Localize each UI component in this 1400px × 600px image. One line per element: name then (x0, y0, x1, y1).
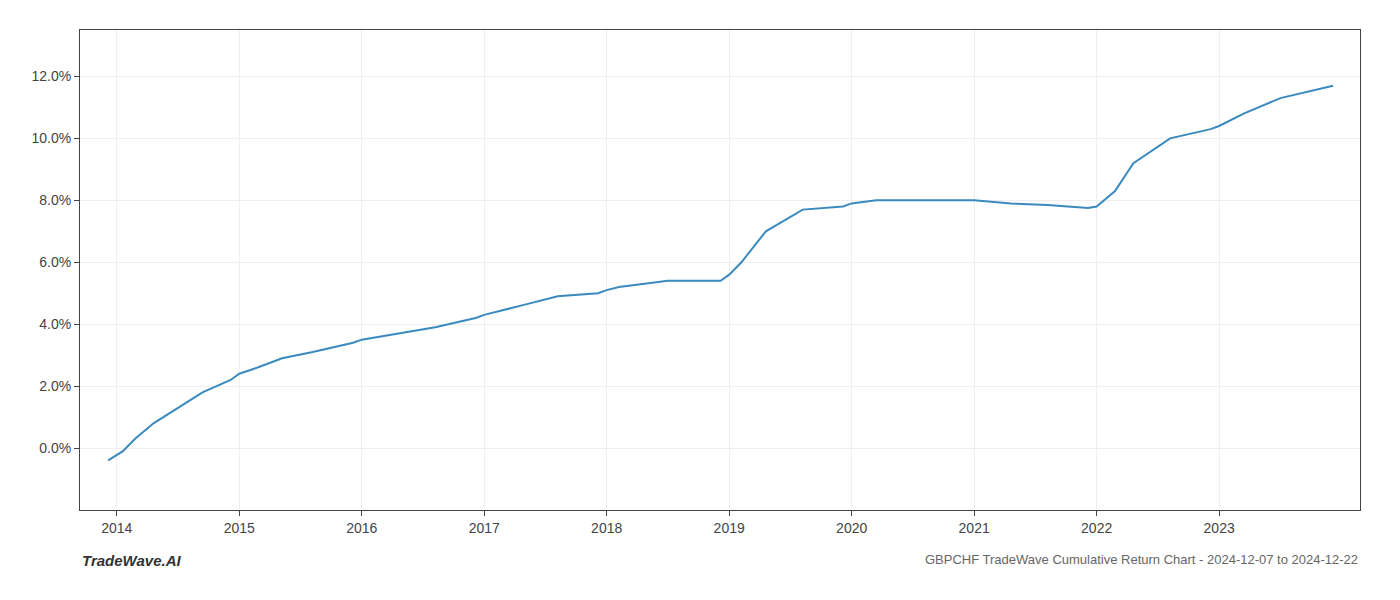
svg-text:TradeWave.AI: TradeWave.AI (82, 552, 181, 569)
svg-text:4.0%: 4.0% (39, 316, 71, 332)
svg-text:2019: 2019 (714, 520, 745, 536)
svg-text:8.0%: 8.0% (39, 192, 71, 208)
svg-text:0.0%: 0.0% (39, 440, 71, 456)
svg-text:2023: 2023 (1204, 520, 1235, 536)
svg-text:2016: 2016 (346, 520, 377, 536)
svg-text:2.0%: 2.0% (39, 378, 71, 394)
svg-text:2017: 2017 (469, 520, 500, 536)
svg-text:2018: 2018 (591, 520, 622, 536)
svg-text:6.0%: 6.0% (39, 254, 71, 270)
svg-text:12.0%: 12.0% (31, 68, 71, 84)
svg-text:10.0%: 10.0% (31, 130, 71, 146)
svg-text:2022: 2022 (1081, 520, 1112, 536)
svg-text:2021: 2021 (959, 520, 990, 536)
svg-text:2020: 2020 (836, 520, 867, 536)
svg-text:GBPCHF TradeWave Cumulative Re: GBPCHF TradeWave Cumulative Return Chart… (925, 552, 1358, 567)
svg-text:2014: 2014 (101, 520, 132, 536)
svg-text:2015: 2015 (224, 520, 255, 536)
